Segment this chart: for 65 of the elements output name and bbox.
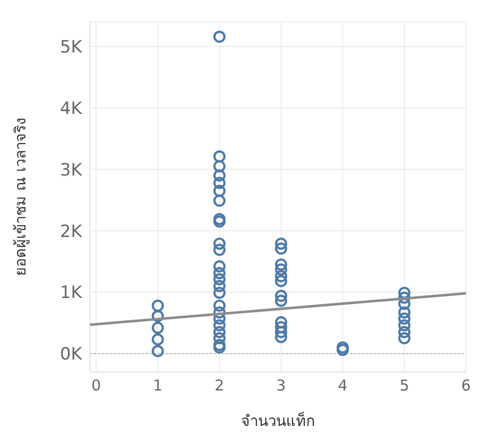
point xyxy=(213,184,226,197)
point xyxy=(152,345,164,358)
point xyxy=(213,319,226,332)
point xyxy=(274,258,288,271)
x-tick-label: 5 xyxy=(400,376,410,395)
point xyxy=(213,176,226,189)
point xyxy=(213,169,226,182)
point xyxy=(213,215,226,228)
point xyxy=(213,338,226,352)
point xyxy=(213,326,226,338)
point xyxy=(213,280,226,292)
point xyxy=(213,312,226,325)
x-tick-label: 0 xyxy=(91,376,101,395)
point xyxy=(274,263,288,276)
point xyxy=(152,322,164,334)
point xyxy=(274,330,288,344)
y-tick-label: 2K xyxy=(60,222,83,242)
point xyxy=(398,306,410,319)
x-tick-label: 2 xyxy=(214,376,224,395)
x-axis-title: จำนวนแท็ก xyxy=(241,411,315,430)
point xyxy=(213,332,226,344)
point xyxy=(213,273,226,286)
point xyxy=(274,270,288,282)
point xyxy=(213,213,226,226)
point xyxy=(213,30,226,43)
point xyxy=(152,300,164,312)
y-axis-title: ยอดผู้เข้าชม ณ เวลาจริง xyxy=(11,118,30,276)
point xyxy=(213,194,226,207)
point xyxy=(213,341,226,354)
point xyxy=(213,306,226,319)
point xyxy=(274,275,288,288)
point xyxy=(274,316,288,328)
point xyxy=(398,319,410,332)
point xyxy=(213,267,226,280)
x-tick-label: 3 xyxy=(276,376,286,395)
y-tick-label: 5K xyxy=(60,38,83,58)
point xyxy=(213,238,226,250)
y-tick-label: 1K xyxy=(60,283,83,304)
point xyxy=(398,312,410,325)
point xyxy=(274,242,288,255)
point xyxy=(274,326,288,338)
point xyxy=(152,333,164,346)
point xyxy=(274,238,288,250)
point xyxy=(213,260,226,272)
point xyxy=(274,321,288,334)
point xyxy=(274,294,288,307)
x-tick-label: 1 xyxy=(153,376,163,395)
point xyxy=(398,292,410,304)
point xyxy=(213,286,226,299)
point xyxy=(336,341,349,354)
y-tick-label: 4K xyxy=(60,99,83,119)
point xyxy=(398,332,410,344)
point xyxy=(398,326,410,338)
point xyxy=(213,244,226,256)
point xyxy=(213,160,226,172)
point xyxy=(336,344,349,356)
point xyxy=(152,310,164,322)
x-tick-label: 4 xyxy=(338,376,348,395)
point xyxy=(274,290,288,302)
point xyxy=(213,300,226,312)
y-tick-label: 0K xyxy=(60,344,83,365)
point xyxy=(398,286,410,299)
x-tick-label: 6 xyxy=(461,376,471,395)
y-tick-label: 3K xyxy=(60,160,83,180)
point xyxy=(213,150,226,163)
